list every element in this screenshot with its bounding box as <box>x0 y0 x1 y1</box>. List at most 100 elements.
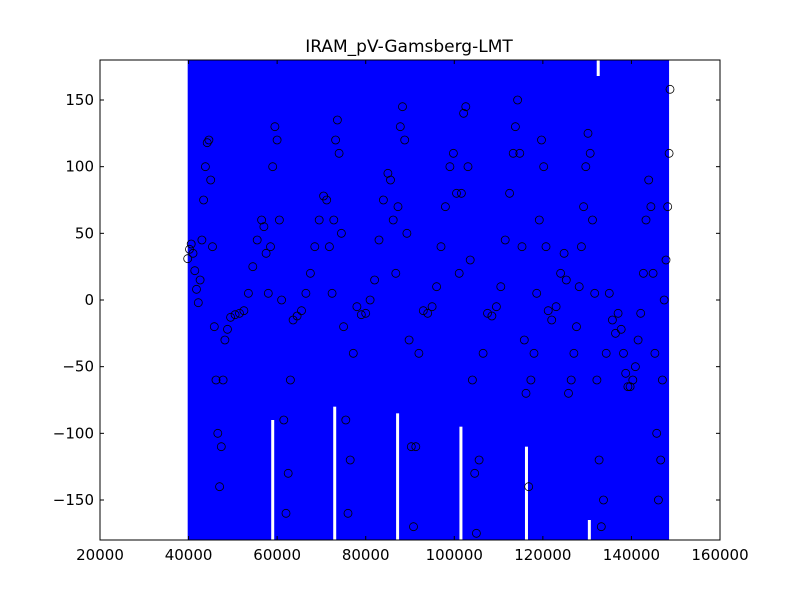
data-point <box>370 275 380 285</box>
data-point <box>272 135 282 145</box>
data-point <box>621 368 631 378</box>
y-tick-label: −150 <box>53 491 94 509</box>
data-point <box>331 135 341 145</box>
data-point <box>310 242 320 252</box>
data-point <box>404 335 414 345</box>
data-point <box>341 415 351 425</box>
data-point <box>524 482 534 492</box>
data-point <box>414 348 424 358</box>
data-point <box>534 215 544 225</box>
data-point <box>209 322 219 332</box>
data-point <box>478 348 488 358</box>
data-point <box>230 310 240 320</box>
data-point <box>551 302 561 312</box>
data-point <box>526 375 536 385</box>
data-point <box>445 162 455 172</box>
data-point <box>199 195 209 205</box>
x-tick-label: 140000 <box>603 546 660 564</box>
data-point <box>579 202 588 212</box>
data-point <box>654 495 663 505</box>
data-point <box>400 135 410 145</box>
data-point <box>658 375 667 385</box>
data-point <box>483 308 492 318</box>
data-point <box>491 302 501 312</box>
x-axis: 20000 40000 60000 80000 100000 120000 140000 16… <box>76 60 749 564</box>
data-point <box>277 295 287 305</box>
y-tick-label: 150 <box>65 91 94 109</box>
data-point <box>596 522 606 532</box>
data-point <box>664 148 674 158</box>
data-point <box>456 188 466 198</box>
band-gap <box>396 413 400 540</box>
data-point <box>195 275 205 285</box>
data-point <box>257 215 267 225</box>
data-point <box>259 222 269 232</box>
x-tick-label: 160000 <box>691 546 748 564</box>
data-point <box>261 248 271 258</box>
data-point <box>391 268 401 278</box>
data-point <box>564 388 573 398</box>
data-points <box>183 84 675 538</box>
data-point <box>517 242 527 252</box>
data-point <box>208 242 217 252</box>
data-point <box>628 375 638 385</box>
x-tick-label: 40000 <box>165 546 213 564</box>
data-point <box>537 135 546 145</box>
data-point <box>248 262 258 272</box>
data-point <box>356 310 366 320</box>
band-gap <box>524 446 528 540</box>
data-point <box>452 188 461 198</box>
data-point <box>539 162 549 172</box>
data-point <box>223 324 232 334</box>
chart-title: IRAM_pV-Gamsberg-LMT <box>305 37 513 57</box>
data-point <box>427 302 437 312</box>
data-point <box>190 266 200 276</box>
data-point <box>566 375 576 385</box>
data-point <box>274 215 284 225</box>
y-tick-label: −50 <box>62 358 94 376</box>
data-point <box>604 288 614 298</box>
data-point <box>334 148 344 158</box>
data-point <box>454 268 464 278</box>
data-point <box>239 306 249 316</box>
data-point <box>613 308 623 318</box>
data-point <box>474 455 484 465</box>
data-point <box>411 442 421 452</box>
data-point <box>204 135 214 145</box>
data-point <box>305 268 315 278</box>
y-tick-label: 50 <box>75 224 94 242</box>
data-point <box>459 108 469 118</box>
data-point <box>529 348 539 358</box>
data-point <box>644 175 654 185</box>
data-point <box>590 288 600 298</box>
data-point <box>283 468 293 478</box>
data-point <box>508 148 518 158</box>
data-point <box>561 275 571 285</box>
data-point <box>322 195 332 205</box>
x-tick-label: 100000 <box>426 546 483 564</box>
data-point <box>532 288 542 298</box>
data-point <box>343 508 353 518</box>
data-point <box>619 348 628 358</box>
data-point <box>297 306 306 316</box>
data-point <box>467 375 477 385</box>
data-point <box>541 242 551 252</box>
data-point <box>577 242 586 252</box>
data-point <box>608 315 617 325</box>
data-point <box>292 311 302 321</box>
error-bar-band <box>187 60 670 540</box>
y-tick-label: −100 <box>53 424 94 442</box>
data-point <box>324 242 334 252</box>
data-point <box>266 242 275 252</box>
data-point <box>345 455 355 465</box>
data-point <box>202 138 212 148</box>
data-point <box>652 428 662 438</box>
data-point <box>631 362 640 372</box>
y-tick-label: 0 <box>84 291 94 309</box>
data-point <box>339 322 349 332</box>
data-point <box>487 311 497 321</box>
data-point <box>656 455 666 465</box>
data-point <box>639 268 648 278</box>
